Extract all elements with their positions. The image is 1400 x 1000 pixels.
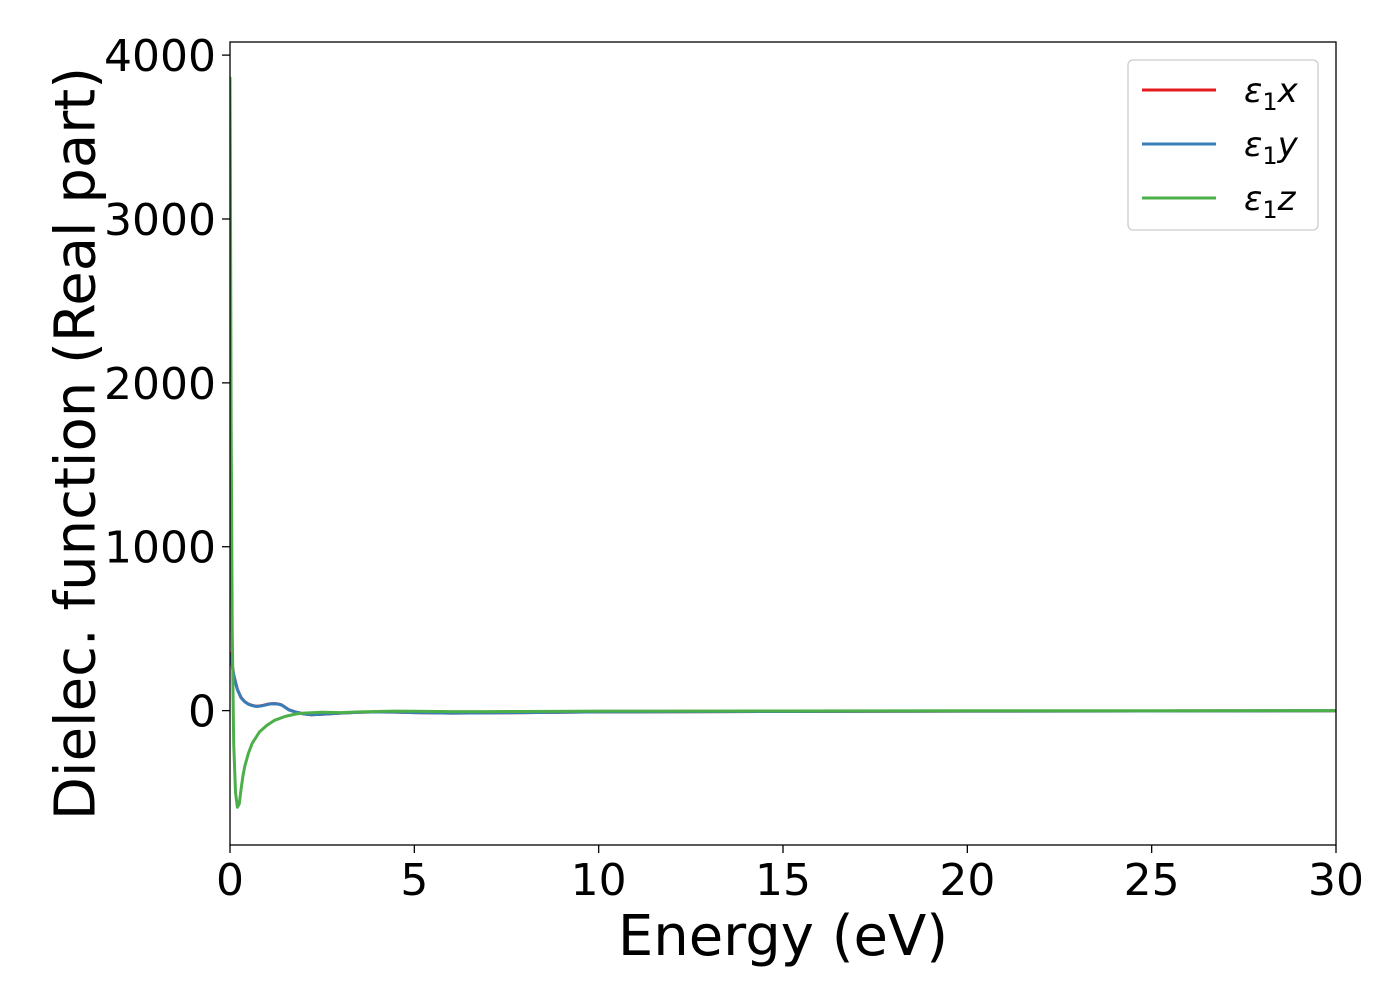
x-tick-label: 15 <box>755 855 811 906</box>
y-axis-label: Dielec. function (Real part) <box>44 67 109 820</box>
y-tick-label: 1000 <box>104 523 216 574</box>
series-lines <box>230 76 1336 809</box>
y-tick-label: 2000 <box>104 359 216 410</box>
x-axis-label: Energy (eV) <box>618 904 948 969</box>
x-axis-ticks: 0 5 10 15 20 25 30 <box>216 845 1364 906</box>
legend: ε1x ε1y ε1z <box>1127 59 1319 231</box>
y-tick-label: 0 <box>188 687 216 738</box>
y-tick-label: 3000 <box>104 195 216 246</box>
y-tick-label: 4000 <box>104 31 216 82</box>
x-tick-label: 20 <box>939 855 995 906</box>
legend-box <box>1127 59 1319 231</box>
x-tick-label: 0 <box>216 855 244 906</box>
legend-label-z: ε1z <box>1244 179 1297 224</box>
x-tick-label: 25 <box>1124 855 1180 906</box>
series-line-z <box>230 76 1336 809</box>
legend-label-y: ε1y <box>1244 125 1299 170</box>
legend-label-x: ε1x <box>1244 71 1299 116</box>
x-tick-label: 10 <box>571 855 627 906</box>
y-axis-ticks: 0 1000 2000 3000 4000 <box>104 31 230 738</box>
x-tick-label: 5 <box>400 855 428 906</box>
x-tick-label: 30 <box>1308 855 1364 906</box>
